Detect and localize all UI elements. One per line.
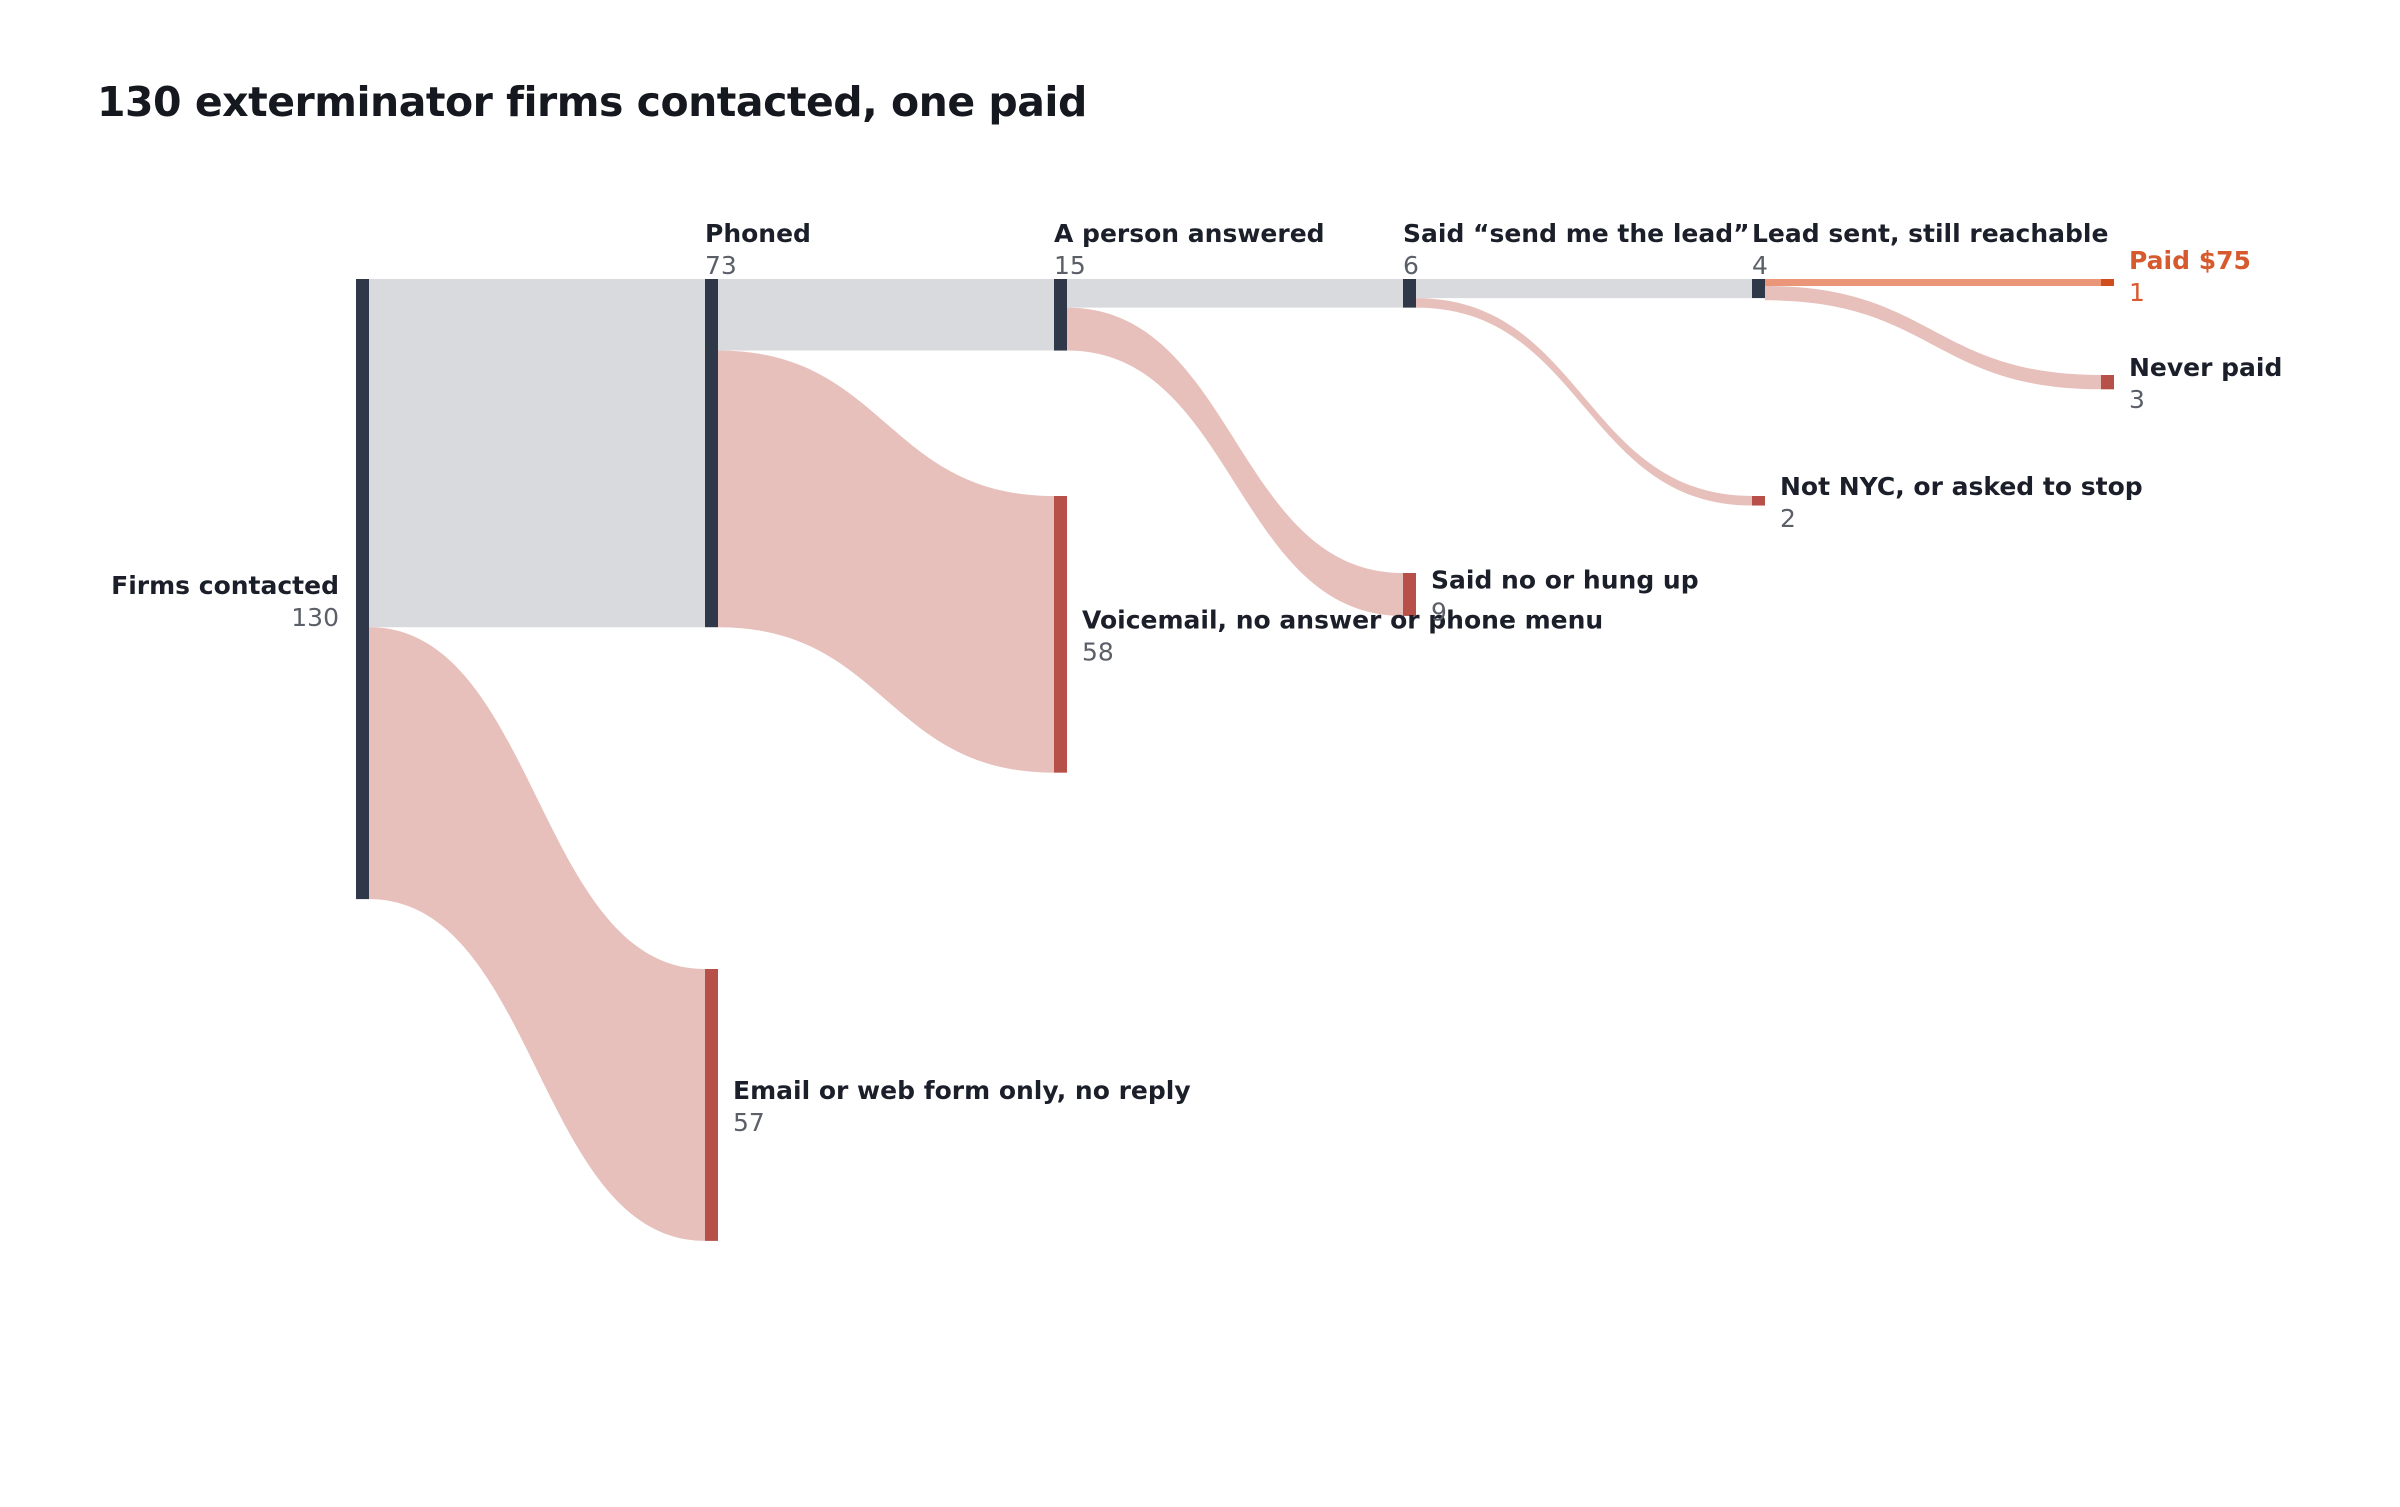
flow-phoned-to-answered bbox=[718, 279, 1054, 351]
node-sent bbox=[1752, 279, 1765, 299]
node-firms bbox=[356, 279, 369, 900]
flow-answered-to-send bbox=[1067, 279, 1403, 308]
node-phoned bbox=[705, 279, 718, 628]
node-value-send: 6 bbox=[1403, 251, 1419, 280]
node-value-saidno: 9 bbox=[1431, 597, 1447, 626]
node-paid bbox=[2101, 279, 2114, 286]
node-value-email: 57 bbox=[733, 1108, 765, 1137]
flow-firms-to-phoned bbox=[369, 279, 705, 628]
node-value-paid: 1 bbox=[2129, 278, 2145, 307]
node-label-voicemail: Voicemail, no answer or phone menu bbox=[1082, 605, 1603, 634]
node-label-firms: Firms contacted bbox=[111, 571, 339, 600]
sankey-labels: Firms contacted 130 Phoned 73 Email or web f… bbox=[111, 219, 2282, 1137]
node-label-phoned: Phoned bbox=[705, 219, 811, 248]
flow-sent-to-paid bbox=[1765, 279, 2101, 286]
chart-title: 130 exterminator firms contacted, one pa… bbox=[97, 78, 1087, 126]
flow-send-to-sent bbox=[1416, 279, 1752, 299]
node-label-never: Never paid bbox=[2129, 353, 2282, 382]
node-notnyc bbox=[1752, 496, 1765, 506]
node-label-notnyc: Not NYC, or asked to stop bbox=[1780, 472, 2143, 501]
node-label-saidno: Said no or hung up bbox=[1431, 565, 1699, 594]
node-label-sent: Lead sent, still reachable bbox=[1752, 219, 2108, 248]
node-value-voicemail: 58 bbox=[1082, 637, 1114, 666]
node-saidno bbox=[1403, 573, 1416, 616]
flow-firms-to-email bbox=[369, 627, 705, 1241]
sankey-links bbox=[369, 279, 2101, 1241]
node-label-send: Said “send me the lead” bbox=[1403, 219, 1750, 248]
node-value-notnyc: 2 bbox=[1780, 504, 1796, 533]
node-send bbox=[1403, 279, 1416, 308]
node-email bbox=[705, 969, 718, 1241]
flow-answered-to-saidno bbox=[1067, 307, 1403, 616]
node-value-never: 3 bbox=[2129, 385, 2145, 414]
node-voicemail bbox=[1054, 496, 1067, 773]
node-value-phoned: 73 bbox=[705, 251, 737, 280]
node-never bbox=[2101, 375, 2114, 390]
node-label-answered: A person answered bbox=[1054, 219, 1325, 248]
flow-phoned-to-voicemail bbox=[718, 350, 1054, 773]
sankey-nodes bbox=[356, 279, 2114, 1241]
node-label-email: Email or web form only, no reply bbox=[733, 1076, 1191, 1105]
flow-sent-to-never bbox=[1765, 286, 2101, 390]
node-value-sent: 4 bbox=[1752, 251, 1768, 280]
node-answered bbox=[1054, 279, 1067, 351]
node-label-paid: Paid $75 bbox=[2129, 246, 2251, 275]
node-value-answered: 15 bbox=[1054, 251, 1086, 280]
flow-send-to-notnyc bbox=[1416, 298, 1752, 506]
node-value-firms: 130 bbox=[291, 603, 339, 632]
